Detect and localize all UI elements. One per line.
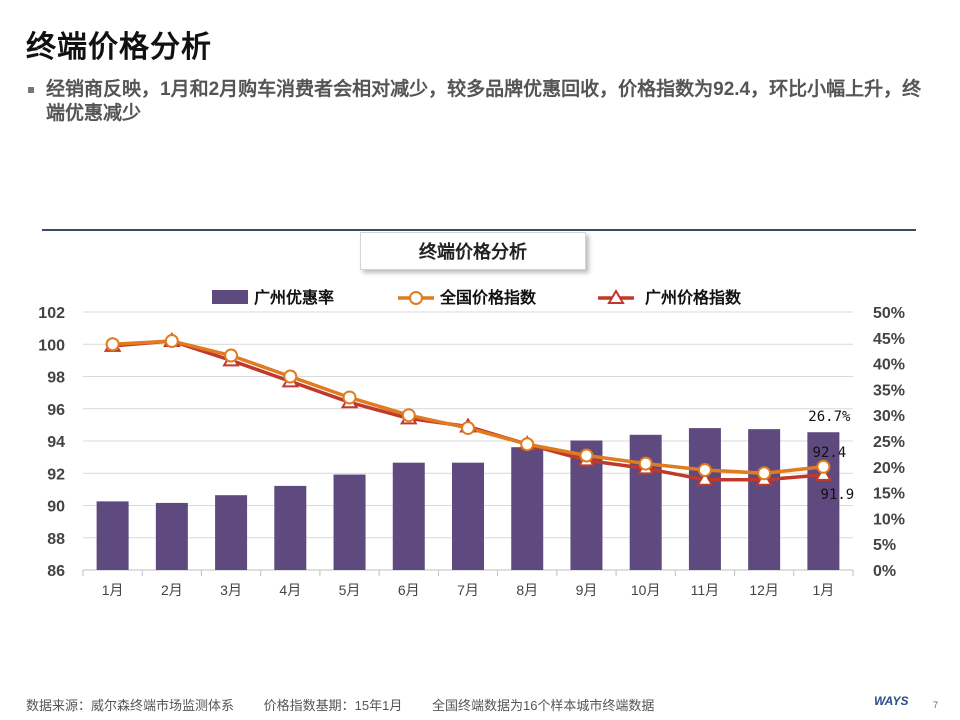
bar-guangzhou-discount <box>748 429 781 570</box>
bar-guangzhou-discount <box>215 495 248 570</box>
y-right-tick-label: 25% <box>873 434 905 451</box>
x-tick-label: 5月 <box>339 582 361 598</box>
bar-guangzhou-discount <box>96 501 129 570</box>
bullet-point: 经销商反映，1月和2月购车消费者会相对减少，较多品牌优惠回收，价格指数为92.4… <box>28 78 938 126</box>
point-national-index <box>224 348 239 363</box>
legend-label-national: 全国价格指数 <box>439 288 537 307</box>
y-right-tick-label: 5% <box>873 537 896 554</box>
bar-guangzhou-discount <box>629 434 662 570</box>
footer-base: 价格指数基期：15年1月 <box>263 698 403 713</box>
x-tick-label: 8月 <box>516 582 538 598</box>
section-divider <box>42 229 916 231</box>
point-guangzhou-index <box>696 470 714 486</box>
x-tick-label: 9月 <box>576 582 598 598</box>
data-label-national-last: 92.4 <box>813 445 847 461</box>
point-national-index <box>105 337 120 352</box>
bar-guangzhou-discount <box>688 428 721 570</box>
y-left-tick-label: 86 <box>47 563 65 580</box>
point-national-index <box>461 421 475 436</box>
legend-label-bar: 广州优惠率 <box>254 288 334 307</box>
y-right-tick-label: 10% <box>873 511 905 528</box>
y-left-tick-label: 100 <box>38 337 65 354</box>
y-right-tick-label: 30% <box>873 408 905 425</box>
y-left-tick-label: 90 <box>47 499 65 516</box>
x-tick-label: 4月 <box>279 582 301 598</box>
x-tick-label: 7月 <box>457 582 479 598</box>
bullet-text: 经销商反映，1月和2月购车消费者会相对减少，较多品牌优惠回收，价格指数为92.4… <box>46 79 922 124</box>
legend-swatch-guangzhou-marker <box>607 289 625 304</box>
y-left-tick-label: 92 <box>47 466 65 483</box>
point-guangzhou-index <box>814 465 833 481</box>
point-national-index <box>697 463 712 478</box>
point-national-index <box>757 466 772 481</box>
x-tick-label: 12月 <box>749 582 779 598</box>
y-left-tick-label: 88 <box>47 531 65 548</box>
legend-swatch-national-marker <box>409 291 423 305</box>
bar-guangzhou-discount <box>452 462 484 570</box>
point-national-index <box>401 408 416 423</box>
point-national-index <box>520 437 535 452</box>
x-tick-label: 6月 <box>398 582 420 598</box>
y-left-tick-label: 102 <box>38 305 65 322</box>
x-tick-label: 3月 <box>220 582 242 598</box>
y-left-tick-label: 96 <box>47 402 65 419</box>
bullet-square-icon <box>28 87 34 93</box>
bar-guangzhou-discount <box>807 432 840 570</box>
bar-guangzhou-discount <box>392 462 425 570</box>
x-tick-label: 1月 <box>102 582 124 598</box>
point-national-index <box>342 390 357 405</box>
bar-guangzhou-discount <box>511 447 544 570</box>
point-national-index <box>638 456 653 471</box>
y-right-tick-label: 20% <box>873 460 905 477</box>
point-national-index <box>579 448 594 463</box>
footer-note: 全国终端数据为16个样本城市终端数据 <box>431 698 655 713</box>
y-right-tick-label: 35% <box>873 382 905 399</box>
chart-title: 终端价格分析 <box>360 232 586 270</box>
point-national-index <box>164 334 179 349</box>
data-label-bar-last: 26.7% <box>808 409 851 425</box>
data-label-guangzhou-last: 91.9 <box>821 487 855 503</box>
x-tick-label: 1月 <box>812 582 834 598</box>
x-tick-label: 11月 <box>691 582 720 598</box>
ways-logo: WAYS <box>874 694 909 708</box>
x-tick-label: 10月 <box>631 582 661 598</box>
legend-label-guangzhou: 广州价格指数 <box>645 288 742 307</box>
y-right-tick-label: 0% <box>873 563 896 580</box>
bar-guangzhou-discount <box>333 474 366 570</box>
point-national-index <box>816 459 831 474</box>
bar-guangzhou-discount <box>274 485 307 570</box>
y-left-tick-label: 94 <box>47 434 65 451</box>
y-right-tick-label: 40% <box>873 357 905 374</box>
point-national-index <box>283 369 298 384</box>
bar-guangzhou-discount <box>155 502 188 570</box>
footer: 数据来源：威尔森终端市场监测体系 价格指数基期：15年1月 全国终端数据为16个… <box>26 695 680 714</box>
y-left-tick-label: 98 <box>47 370 65 387</box>
y-right-tick-label: 15% <box>873 486 905 503</box>
footer-source: 数据来源：威尔森终端市场监测体系 <box>26 698 235 713</box>
y-right-tick-label: 45% <box>873 331 905 348</box>
slide-title: 终端价格分析 <box>26 31 212 64</box>
page-number: 7 <box>933 700 939 710</box>
x-tick-label: 2月 <box>161 582 183 598</box>
legend-swatch-bar <box>212 290 248 304</box>
y-right-tick-label: 50% <box>873 305 905 322</box>
